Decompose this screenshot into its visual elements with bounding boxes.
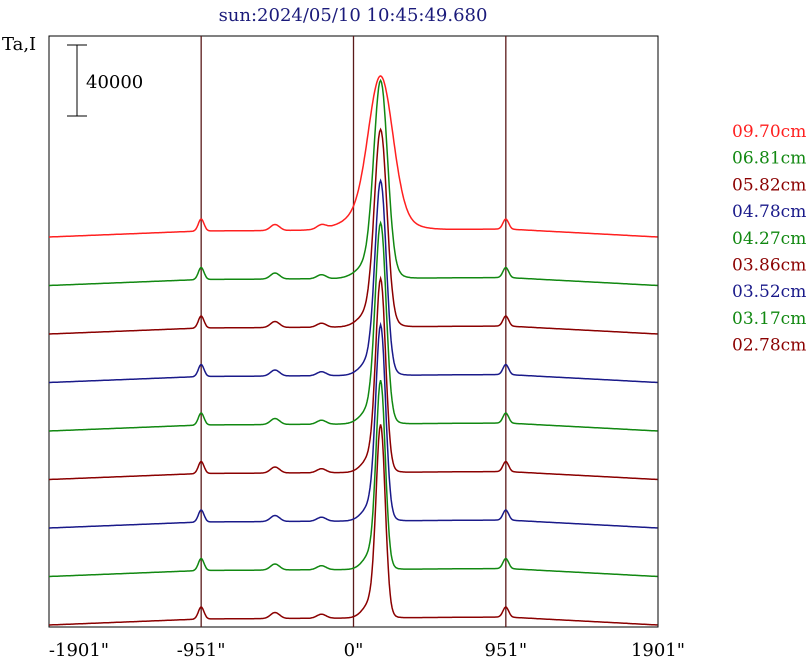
x-tick-label: 951" [485, 640, 528, 661]
legend: 09.70cm 06.81cm 05.82cm 04.78cm 04.27cm 03.86… [732, 122, 806, 356]
series-line-06-81cm [49, 78, 658, 287]
legend-entry: 03.17cm [732, 309, 806, 329]
x-tick-label: 0" [344, 640, 364, 661]
legend-entry: 05.82cm [732, 175, 806, 195]
series-line-04-78cm [49, 178, 658, 384]
series-line-03-52cm [49, 321, 658, 529]
scale-bar: 40000 [67, 44, 143, 117]
chart-title: sun:2024/05/10 10:45:49.680 [219, 5, 488, 26]
series-group [49, 75, 658, 626]
legend-entry: 09.70cm [732, 122, 806, 142]
legend-entry: 03.86cm [732, 256, 806, 276]
x-tick-label: -1901" [49, 640, 109, 661]
series-line-03-86cm [49, 275, 658, 481]
scale-bar-label: 40000 [86, 72, 143, 93]
x-tick-label: 1901" [631, 640, 685, 661]
series-line-04-27cm [49, 220, 658, 432]
y-axis-label: Ta,I [2, 34, 36, 55]
series-line-02-78cm [49, 424, 658, 626]
vertical-reference-lines [200, 36, 507, 627]
x-tick-label: -951" [177, 640, 226, 661]
legend-entry: 03.52cm [732, 282, 806, 302]
legend-entry: 02.78cm [732, 336, 806, 356]
x-tick-labels: -1901" -951" 0" 951" 1901" [49, 640, 685, 661]
legend-entry: 04.78cm [732, 202, 806, 222]
legend-entry: 04.27cm [732, 229, 806, 249]
series-line-03-17cm [49, 380, 658, 578]
series-line-09-70cm [49, 75, 658, 238]
series-line-05-82cm [49, 127, 658, 335]
legend-entry: 06.81cm [732, 149, 806, 169]
